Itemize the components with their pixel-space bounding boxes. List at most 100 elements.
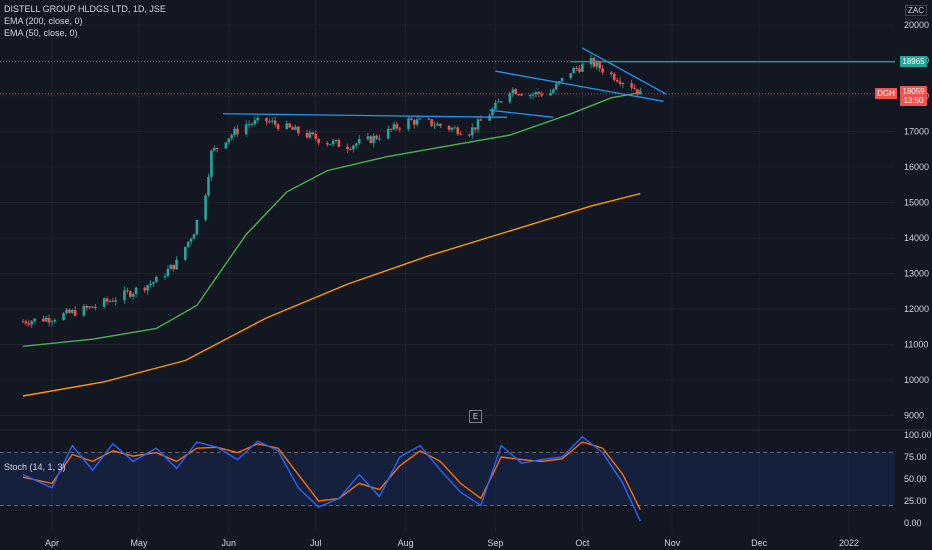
candle-body [311,132,315,135]
candle-body [210,150,213,177]
candle-body [560,77,564,82]
price-tick-label: 15000 [904,198,929,208]
candle-body [253,120,257,125]
ema50-line [22,91,641,347]
candle-body [436,123,439,126]
candle-body [581,64,584,72]
candle-body [47,318,51,323]
stoch-tick-label: 25.00 [904,496,927,506]
time-tick-label: Nov [664,538,681,548]
candle-body [88,306,91,308]
candle-body [639,90,642,95]
time-tick-label: Aug [398,538,414,548]
candle-body [575,67,578,69]
candle-body [468,134,471,136]
candle-body [189,238,193,242]
candle-body [73,310,77,316]
stoch-k-line [22,435,641,522]
candle-body [386,128,390,139]
candle-body [459,134,462,136]
candle-body [224,142,228,149]
candle-body [126,290,129,292]
candle-body [70,310,74,313]
currency-badge: ZAC [905,5,927,16]
candle-body [366,136,370,140]
ema200-legend[interactable]: EMA (200, close, 0) [4,16,83,26]
candle-body [418,118,422,120]
candle-body [514,89,518,95]
candle-body [305,133,309,138]
price-tick-label: 17000 [904,127,929,137]
candle-body [276,124,280,130]
candle-body [610,72,613,74]
candle-body [447,126,451,130]
candle-body [427,118,431,120]
ema200-layer [22,192,641,397]
stoch-legend[interactable]: Stoch (14, 1, 3) [4,462,66,472]
price-tick-label: 16000 [904,162,929,172]
ema50-legend[interactable]: EMA (50, close, 0) [4,28,78,38]
candle-body [62,313,65,320]
stoch-band [0,452,895,506]
candle-body [230,135,233,139]
candle-body [297,126,300,134]
candle-body [169,264,173,269]
candle-body [636,89,639,95]
candle-body [105,298,109,302]
candle-body [476,119,480,130]
candle-body [68,309,71,313]
candle-body [497,101,500,103]
candle-body [511,89,515,93]
bar-countdown: 13:50 [903,96,924,105]
trendline [489,109,554,118]
price-tick-label: 12000 [904,304,929,314]
candle-body [572,67,575,74]
candle-body [494,102,497,109]
candle-body [378,138,381,140]
candle-body [212,147,216,151]
candle-body [291,127,294,130]
candle-body [633,87,636,90]
stoch-axis: 0.00 25.00 50.00 75.00 100.00 [904,430,932,528]
candle-body [270,120,274,122]
price-axis: 9000 10000 11000 12000 13000 14000 15000 16000 1… [904,20,929,421]
candle-body [355,143,358,146]
candle-body [398,128,402,130]
candle-body [357,139,361,144]
candle-body [615,79,619,82]
price-tick-label: 9000 [904,411,924,421]
price-grid [0,0,895,532]
candle-body [346,146,349,150]
candle-body [531,94,535,96]
candle-body [410,118,413,121]
candle-body [131,293,135,297]
stoch-tick-label: 50.00 [904,474,927,484]
candle-body [33,318,36,322]
candle-body [85,305,89,308]
stoch-tick-label: 0.00 [904,518,922,528]
candle-body [244,124,248,134]
candle-body [453,127,457,129]
trendline [582,47,667,95]
candle-body [549,92,552,96]
candle-body [389,128,393,130]
candle-body [186,241,190,247]
candle-body [44,318,48,322]
candle-body [328,144,332,146]
candle-body [155,276,158,283]
candle-body [65,309,68,314]
candle-body [595,62,599,67]
events-e-button[interactable]: E [469,410,482,423]
candle-body [618,81,622,84]
time-tick-label: May [130,538,148,548]
time-axis: Apr May Jun Jul Aug Sep Oct Nov Dec 2022 [45,538,859,548]
candle-body [578,68,581,72]
candle-body [412,120,416,125]
candle-body [134,287,138,294]
candle-body [450,127,454,130]
ticker-tag: DGH [875,88,897,99]
candle-body [288,123,291,128]
candle-body [114,300,118,302]
candle-body [236,128,239,134]
